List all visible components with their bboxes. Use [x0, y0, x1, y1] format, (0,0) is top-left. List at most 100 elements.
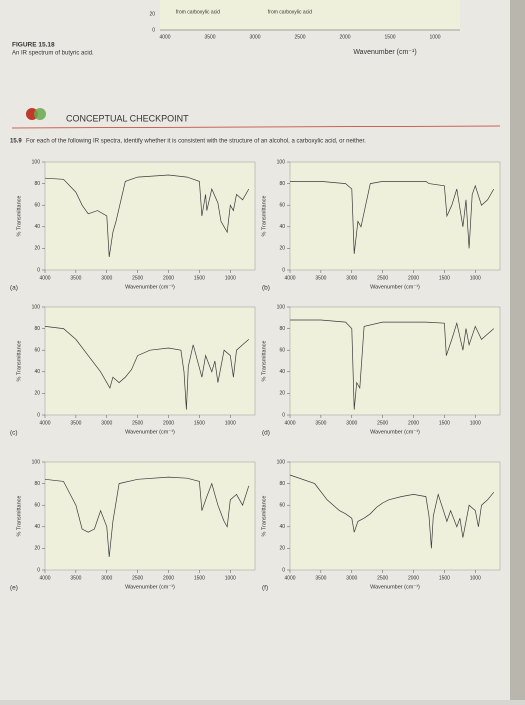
y-tick-label: 60: [34, 503, 40, 509]
x-tick-label: 2000: [163, 575, 174, 581]
y-tick-label: 0: [282, 567, 285, 573]
x-tick-label: 1000: [470, 275, 481, 281]
y-tick-label: 100: [277, 459, 286, 465]
spectrum-line: [44, 174, 250, 258]
x-tick-label: 3500: [315, 575, 326, 581]
checkpoint-title: CONCEPTUAL CHECKPOINT: [66, 113, 189, 123]
x-tick-label: 4000: [284, 575, 295, 581]
fragment-x-tick: 1500: [384, 34, 395, 40]
x-tick-label: 1500: [194, 420, 205, 426]
x-tick-label: 2500: [132, 275, 143, 281]
x-tick-label: 3500: [315, 420, 326, 426]
y-axis-label: % Transmittance: [16, 196, 22, 237]
y-tick-label: 0: [37, 412, 40, 418]
fragment-label: from carboxylic acid: [268, 9, 312, 15]
x-tick-label: 1500: [194, 275, 205, 281]
plot-area: [44, 461, 256, 571]
y-tick-label: 20: [279, 546, 285, 552]
x-tick-label: 1500: [439, 575, 450, 581]
x-tick-label: 4000: [39, 420, 50, 426]
x-tick-label: 2500: [132, 420, 143, 426]
y-tick-label: 60: [279, 348, 285, 354]
y-tick-label: 80: [34, 326, 40, 332]
y-tick-label: 40: [279, 224, 285, 230]
spectrum-line: [44, 326, 250, 410]
x-tick-label: 1500: [439, 275, 450, 281]
y-tick-label: 100: [277, 159, 286, 165]
spectrum-chart: 0 20 40 60 80 100 4000 3500 3000 2500 2000 1500 1000…: [261, 304, 501, 437]
x-tick-label: 2500: [377, 420, 388, 426]
panel-label: (b): [262, 285, 270, 292]
figure-number: FIGURE 15.18: [12, 42, 55, 49]
plot-area: [44, 161, 256, 271]
spectrum-line: [290, 181, 495, 254]
question-prompt: For each of the following IR spectra, id…: [26, 139, 366, 145]
panel-label: (c): [10, 430, 18, 437]
y-axis-label: % Transmittance: [261, 341, 267, 382]
spectrum-chart: 0 20 40 60 80 100 4000 3500 3000 2500 2000 1500 1000…: [261, 159, 501, 292]
x-tick-label: 3000: [101, 420, 112, 426]
x-tick-label: 3000: [101, 275, 112, 281]
x-tick-label: 2500: [377, 575, 388, 581]
y-tick-label: 100: [32, 459, 41, 465]
panel-label: (f): [262, 585, 268, 592]
panel-label: (d): [262, 430, 270, 437]
x-tick-label: 1000: [470, 420, 481, 426]
x-tick-label: 3500: [70, 420, 81, 426]
y-tick-label: 80: [34, 481, 40, 487]
x-tick-label: 3000: [346, 575, 357, 581]
plot-area: [289, 161, 501, 271]
fragment-label: from carboxylic acid: [176, 9, 220, 15]
x-tick-label: 1500: [439, 420, 450, 426]
x-tick-label: 3500: [70, 275, 81, 281]
y-axis-label: % Transmittance: [16, 496, 22, 537]
y-tick-label: 80: [279, 326, 285, 332]
question-number: 15.9: [10, 139, 22, 145]
fragment-x-tick: 3500: [204, 34, 215, 40]
x-tick-label: 1500: [194, 575, 205, 581]
x-tick-label: 3500: [315, 275, 326, 281]
x-axis-label: Wavenumber (cm⁻¹): [370, 429, 420, 435]
x-tick-label: 2000: [163, 420, 174, 426]
fragment-x-tick: 2000: [339, 34, 350, 40]
y-tick-label: 60: [34, 203, 40, 209]
fragment-y-tick: 0: [152, 27, 155, 33]
y-tick-label: 40: [34, 224, 40, 230]
y-tick-label: 0: [37, 267, 40, 273]
y-tick-label: 60: [279, 203, 285, 209]
page-edge: [510, 0, 525, 700]
x-axis-label: Wavenumber (cm⁻¹): [125, 584, 175, 590]
y-tick-label: 100: [32, 304, 41, 310]
plot-area: [289, 461, 501, 571]
x-tick-label: 2500: [377, 275, 388, 281]
y-tick-label: 80: [279, 181, 285, 187]
fragment-x-tick: 3000: [249, 34, 260, 40]
panel-label: (e): [10, 585, 18, 592]
fragment-y-tick: 20: [149, 11, 155, 17]
y-axis-label: % Transmittance: [16, 341, 22, 382]
spectrum-chart: 0 20 40 60 80 100 4000 3500 3000 2500 2000 1500 1000…: [10, 304, 256, 437]
x-tick-label: 4000: [284, 275, 295, 281]
x-tick-label: 2000: [408, 275, 419, 281]
spectrum-chart: 0 20 40 60 80 100 4000 3500 3000 2500 2000 1500 1000…: [10, 159, 256, 292]
figure-fragment: from carboxylic acid from carboxylic aci…: [149, 0, 460, 56]
y-tick-label: 40: [34, 369, 40, 375]
y-tick-label: 60: [279, 503, 285, 509]
y-tick-label: 20: [279, 391, 285, 397]
y-tick-label: 20: [34, 391, 40, 397]
y-tick-label: 80: [34, 181, 40, 187]
spectrum-line: [289, 474, 495, 549]
y-tick-label: 60: [34, 348, 40, 354]
spectrum-line: [44, 476, 250, 558]
y-tick-label: 0: [37, 567, 40, 573]
x-tick-label: 4000: [39, 275, 50, 281]
y-tick-label: 100: [32, 159, 41, 165]
x-tick-label: 4000: [39, 575, 50, 581]
spectrum-chart: 0 20 40 60 80 100 4000 3500 3000 2500 2000 1500 1000…: [10, 459, 256, 592]
fragment-x-tick: 2500: [294, 34, 305, 40]
x-tick-label: 2500: [132, 575, 143, 581]
y-tick-label: 80: [279, 481, 285, 487]
x-axis-label: Wavenumber (cm⁻¹): [125, 284, 175, 290]
